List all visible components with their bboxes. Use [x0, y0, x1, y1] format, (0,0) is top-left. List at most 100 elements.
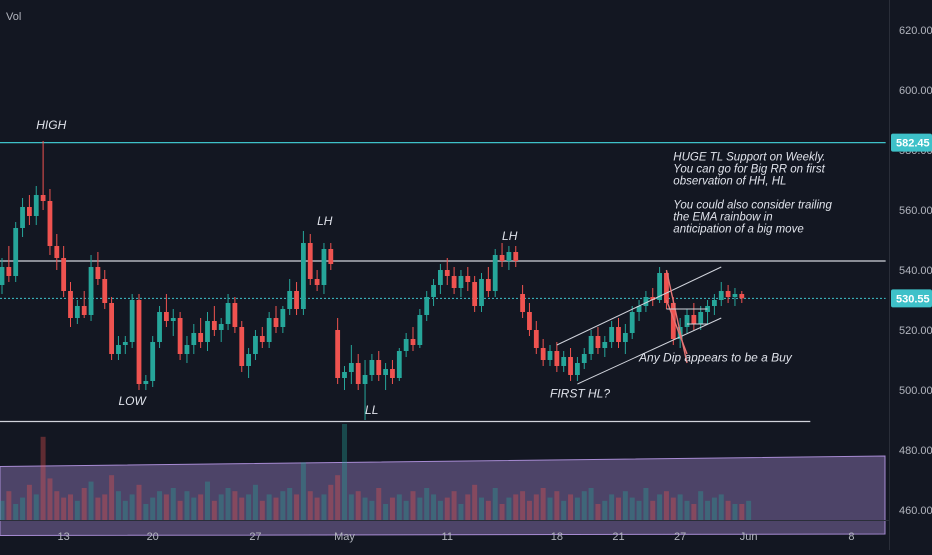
candle-body — [554, 351, 560, 366]
candle-body — [335, 330, 341, 378]
volume-bar — [369, 500, 375, 520]
annotation-label: FIRST HL? — [550, 387, 610, 401]
candle-body — [205, 321, 210, 342]
candle-body — [88, 267, 94, 315]
candle-body — [122, 342, 128, 345]
x-tick-label: 13 — [58, 531, 70, 543]
candle-body — [650, 297, 656, 300]
y-tick-label: 600.00 — [899, 85, 932, 97]
volume-bar — [184, 491, 190, 520]
candle-body — [13, 228, 19, 276]
volume-bar — [191, 497, 197, 520]
volume-bar — [458, 504, 464, 520]
candle-body — [705, 306, 710, 312]
volume-bar — [225, 488, 231, 520]
candle-body — [636, 306, 642, 312]
volume-bar — [177, 500, 183, 520]
volume-bar — [554, 491, 560, 520]
candle-body — [438, 270, 443, 285]
candle-body — [81, 306, 87, 315]
price-label-text: 530.55 — [896, 293, 930, 305]
x-tick-label: 20 — [147, 531, 159, 543]
candle-body — [588, 336, 594, 354]
candle-body — [355, 363, 361, 384]
volume-bar — [355, 491, 361, 520]
volume-bar — [705, 500, 711, 520]
candle-body — [342, 372, 347, 378]
candle-body — [602, 342, 608, 348]
candle-body — [431, 285, 436, 297]
candle-body — [54, 246, 60, 258]
volume-bar — [273, 497, 279, 520]
candle-body — [485, 279, 491, 291]
volume-bar — [472, 484, 478, 520]
note-line: anticipation of a big move — [673, 224, 803, 236]
volume-bar — [13, 504, 19, 520]
candle-body — [314, 279, 320, 285]
annotation-label: LOW — [118, 394, 147, 408]
x-tick-label: 8 — [848, 531, 854, 543]
candle-body — [533, 330, 539, 348]
volume-bar — [684, 500, 690, 520]
volume-bar — [663, 491, 669, 520]
candle-body — [61, 258, 67, 291]
y-tick-label: 480.00 — [899, 445, 932, 457]
candle-body — [458, 276, 464, 288]
candle-body — [177, 318, 183, 354]
candle-body — [561, 357, 567, 366]
note-line: the EMA rainbow in — [673, 212, 772, 224]
volume-bar — [410, 491, 416, 520]
x-tick-label: 11 — [442, 531, 453, 543]
x-tick-label: 27 — [674, 531, 686, 543]
candle-body — [575, 363, 580, 375]
volume-bar — [711, 497, 717, 520]
candle-body — [670, 303, 676, 339]
volume-bar — [444, 497, 450, 520]
candle-body — [232, 303, 238, 327]
candle-body — [691, 315, 697, 324]
candle-body — [684, 315, 690, 327]
volume-bar — [88, 481, 94, 520]
candle-body — [40, 195, 46, 201]
candle-body — [712, 300, 717, 306]
volume-bar — [47, 478, 53, 520]
volume-bar — [300, 462, 306, 520]
volume-bar — [739, 504, 745, 520]
volume-bar — [115, 491, 121, 520]
volume-bar — [143, 504, 149, 520]
candle-body — [301, 243, 306, 309]
candle-body — [109, 303, 114, 354]
candle-body — [273, 318, 279, 327]
candle-body — [424, 297, 430, 315]
volume-bar — [246, 494, 252, 520]
volume-bar — [437, 500, 443, 520]
candle-body — [328, 249, 334, 264]
volume-bar — [451, 491, 457, 520]
candle-body — [595, 336, 601, 348]
y-tick-label: 460.00 — [899, 505, 932, 517]
candle-body — [664, 273, 669, 303]
candle-body — [657, 273, 662, 300]
candle-body — [396, 351, 402, 378]
candle-body — [547, 351, 553, 360]
volume-bar — [540, 488, 546, 520]
volume-bar — [588, 488, 594, 520]
volume-bar — [485, 500, 491, 520]
price-label-box — [891, 289, 932, 308]
volume-bar — [389, 497, 395, 520]
volume-bar — [280, 491, 286, 520]
candle-body — [739, 294, 745, 299]
candle-body — [47, 201, 53, 246]
volume-bar — [218, 494, 224, 520]
volume-bar — [609, 494, 615, 520]
candle-body — [95, 267, 101, 279]
volume-bar — [102, 494, 108, 520]
candle-body — [725, 291, 731, 297]
volume-bar — [431, 494, 437, 520]
x-tick-label: 18 — [551, 531, 563, 543]
x-tick-label: May — [334, 531, 355, 543]
candle-body — [321, 249, 327, 285]
candle-body — [294, 291, 299, 309]
